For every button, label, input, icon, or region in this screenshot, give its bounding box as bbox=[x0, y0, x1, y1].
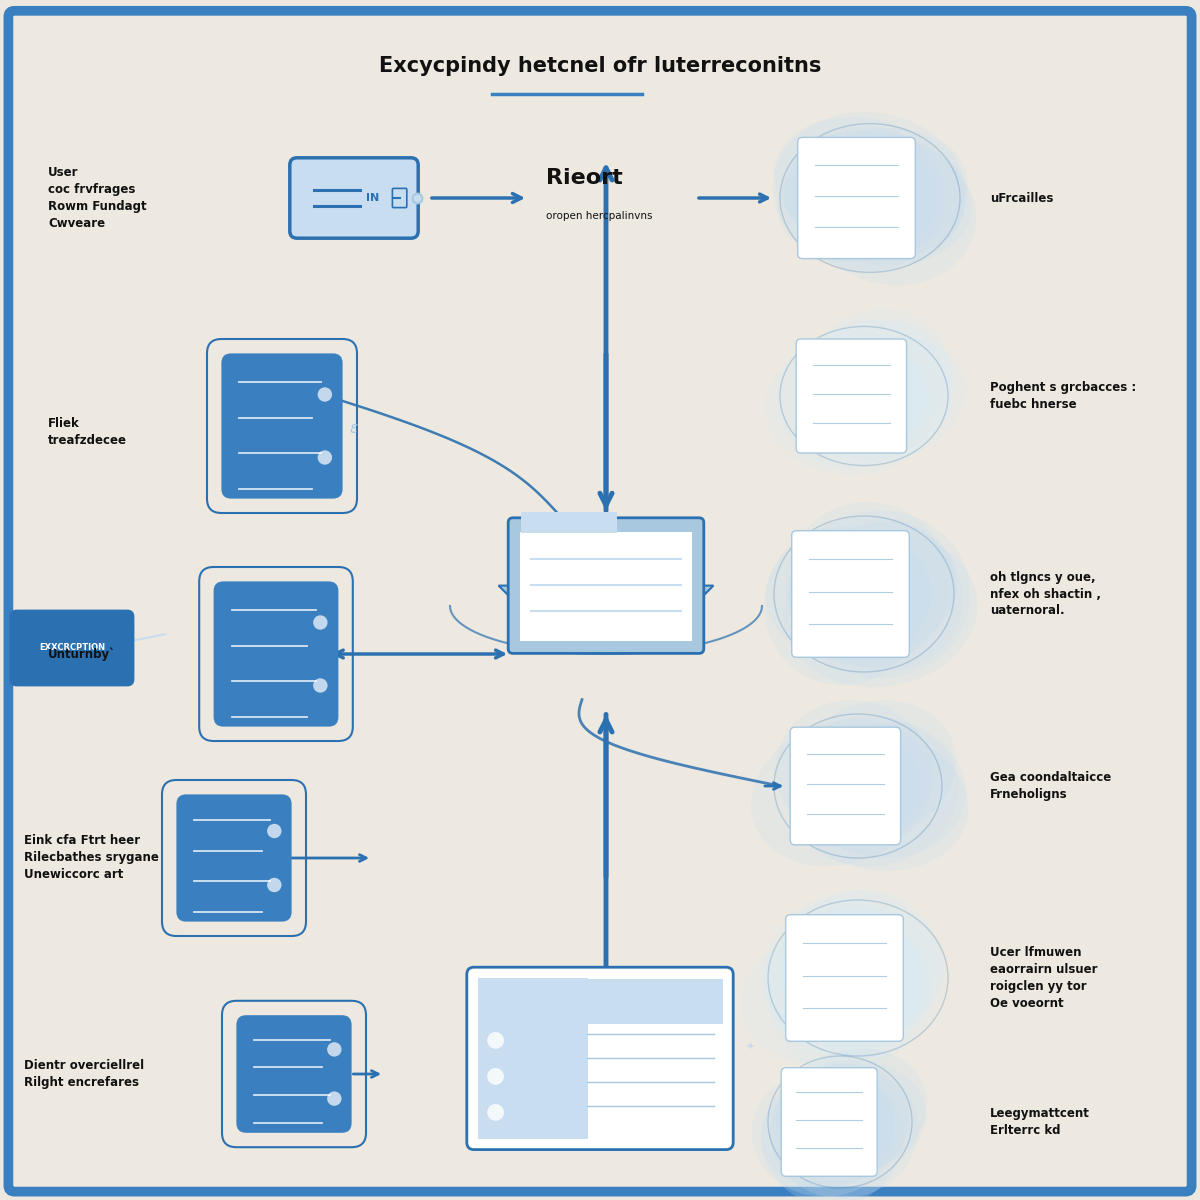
Ellipse shape bbox=[808, 522, 962, 671]
Ellipse shape bbox=[773, 112, 966, 271]
Circle shape bbox=[268, 823, 282, 838]
Text: Rieort: Rieort bbox=[546, 168, 623, 187]
FancyBboxPatch shape bbox=[214, 581, 338, 726]
Ellipse shape bbox=[762, 906, 944, 1048]
Ellipse shape bbox=[788, 716, 966, 858]
Ellipse shape bbox=[809, 308, 954, 454]
Text: Dientr overciellrel
Rilght encrefares: Dientr overciellrel Rilght encrefares bbox=[24, 1058, 144, 1090]
Ellipse shape bbox=[796, 732, 922, 840]
Circle shape bbox=[328, 1042, 342, 1056]
Circle shape bbox=[487, 1104, 504, 1121]
Ellipse shape bbox=[762, 896, 919, 1056]
Text: Ucer lfmuwen
eaorrairn ulsuer
roigclen yy tor
Oe voeornt: Ucer lfmuwen eaorrairn ulsuer roigclen y… bbox=[990, 946, 1098, 1010]
Text: uFrcailles: uFrcailles bbox=[990, 192, 1054, 204]
Circle shape bbox=[487, 1068, 504, 1085]
FancyBboxPatch shape bbox=[478, 978, 588, 1139]
Text: Leegymattcent
Erlterrc kd: Leegymattcent Erlterrc kd bbox=[990, 1106, 1090, 1138]
Ellipse shape bbox=[751, 719, 931, 866]
Ellipse shape bbox=[766, 517, 958, 661]
Ellipse shape bbox=[786, 502, 949, 667]
FancyBboxPatch shape bbox=[798, 138, 916, 258]
Text: IN: IN bbox=[366, 193, 379, 203]
Polygon shape bbox=[499, 586, 714, 606]
Text: Gea coondaltaicce
Frneholigns: Gea coondaltaicce Frneholigns bbox=[990, 772, 1111, 802]
Text: ε: ε bbox=[350, 421, 358, 436]
Ellipse shape bbox=[751, 1072, 894, 1196]
Circle shape bbox=[487, 1032, 504, 1049]
Circle shape bbox=[268, 877, 282, 893]
FancyBboxPatch shape bbox=[792, 530, 910, 658]
FancyBboxPatch shape bbox=[781, 1068, 877, 1176]
Text: User
coc frvfrages
Rowm Fundagt
Cwveare: User coc frvfrages Rowm Fundagt Cwveare bbox=[48, 166, 146, 230]
Text: Eink cfa Ftrt heer
Rilecbathes srygane
Unewiccorc art: Eink cfa Ftrt heer Rilecbathes srygane U… bbox=[24, 834, 158, 882]
Text: oropen hercpalinvns: oropen hercpalinvns bbox=[546, 211, 653, 221]
Ellipse shape bbox=[778, 128, 967, 262]
Ellipse shape bbox=[763, 346, 932, 475]
FancyBboxPatch shape bbox=[290, 157, 419, 238]
Text: EXXCRCPTION: EXXCRCPTION bbox=[38, 643, 106, 653]
Ellipse shape bbox=[797, 535, 931, 653]
Ellipse shape bbox=[802, 343, 928, 448]
FancyBboxPatch shape bbox=[509, 517, 704, 653]
Circle shape bbox=[318, 450, 332, 464]
Ellipse shape bbox=[739, 925, 932, 1067]
Ellipse shape bbox=[791, 701, 956, 840]
Circle shape bbox=[328, 1092, 342, 1106]
Ellipse shape bbox=[803, 319, 950, 439]
FancyBboxPatch shape bbox=[521, 512, 617, 533]
Ellipse shape bbox=[784, 889, 946, 1057]
Ellipse shape bbox=[775, 1049, 926, 1175]
Ellipse shape bbox=[762, 1069, 902, 1200]
Text: ✦: ✦ bbox=[745, 1042, 755, 1051]
Text: Fliek
treafzdecee: Fliek treafzdecee bbox=[48, 416, 127, 446]
Ellipse shape bbox=[784, 126, 946, 272]
Ellipse shape bbox=[778, 889, 938, 1043]
Ellipse shape bbox=[805, 138, 977, 286]
Text: Poghent s grcbacces :
fuebc hnerse: Poghent s grcbacces : fuebc hnerse bbox=[990, 382, 1136, 410]
Ellipse shape bbox=[787, 511, 971, 678]
Ellipse shape bbox=[769, 1063, 918, 1199]
Ellipse shape bbox=[788, 721, 959, 866]
Circle shape bbox=[318, 388, 332, 402]
Circle shape bbox=[313, 678, 328, 692]
Ellipse shape bbox=[784, 534, 978, 688]
Ellipse shape bbox=[761, 1067, 910, 1188]
FancyBboxPatch shape bbox=[467, 967, 733, 1150]
FancyBboxPatch shape bbox=[176, 794, 292, 922]
Ellipse shape bbox=[788, 731, 968, 871]
Text: oh tlgncs y oue,
nfex oh shactin ,
uaternoral.: oh tlgncs y oue, nfex oh shactin , uater… bbox=[990, 570, 1102, 618]
Ellipse shape bbox=[775, 700, 932, 844]
Ellipse shape bbox=[776, 329, 924, 469]
FancyBboxPatch shape bbox=[221, 353, 343, 499]
Text: Unturnby`: Unturnby` bbox=[48, 647, 116, 661]
FancyBboxPatch shape bbox=[10, 610, 134, 686]
FancyBboxPatch shape bbox=[786, 914, 904, 1042]
Ellipse shape bbox=[768, 906, 924, 1074]
FancyBboxPatch shape bbox=[790, 727, 900, 845]
FancyBboxPatch shape bbox=[581, 979, 724, 1024]
Ellipse shape bbox=[763, 527, 922, 685]
FancyBboxPatch shape bbox=[236, 1015, 352, 1133]
Ellipse shape bbox=[798, 336, 966, 464]
Circle shape bbox=[313, 616, 328, 630]
Ellipse shape bbox=[774, 118, 965, 258]
Ellipse shape bbox=[800, 318, 950, 461]
FancyBboxPatch shape bbox=[521, 533, 692, 641]
Ellipse shape bbox=[786, 1073, 894, 1171]
Ellipse shape bbox=[782, 131, 972, 264]
Text: Excycpindy hetcnel ofr luterreconitns: Excycpindy hetcnel ofr luterreconitns bbox=[379, 56, 821, 76]
Ellipse shape bbox=[779, 1060, 926, 1172]
FancyBboxPatch shape bbox=[797, 338, 907, 452]
Ellipse shape bbox=[803, 142, 937, 253]
Ellipse shape bbox=[791, 919, 925, 1037]
FancyBboxPatch shape bbox=[8, 11, 1192, 1192]
